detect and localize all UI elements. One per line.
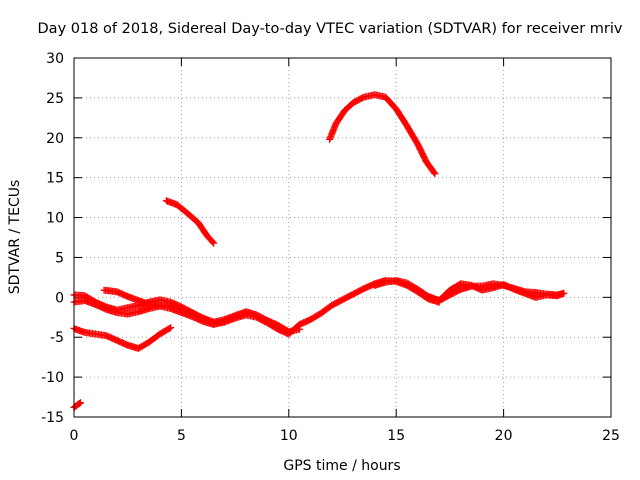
- y-tick-label: 30: [46, 51, 64, 67]
- y-tick-label: 25: [46, 91, 64, 107]
- y-tick-label: 10: [46, 211, 64, 227]
- x-tick-label: 25: [602, 428, 620, 444]
- y-axis-label: SDTVAR / TECUs: [7, 180, 23, 295]
- y-tick-label: 0: [55, 290, 64, 306]
- data-point: [430, 168, 438, 176]
- chart-title: Day 018 of 2018, Sidereal Day-to-day VTE…: [38, 21, 623, 37]
- x-axis-label: GPS time / hours: [283, 458, 400, 474]
- y-tick-label: -5: [50, 330, 64, 346]
- data-point: [209, 238, 217, 246]
- data-point: [210, 239, 218, 247]
- data-point: [560, 289, 568, 297]
- x-tick-label: 15: [387, 428, 405, 444]
- data-point: [296, 325, 304, 333]
- data-point: [75, 399, 83, 407]
- x-tick-label: 5: [177, 428, 186, 444]
- data-point: [167, 324, 175, 332]
- y-tick-label: 15: [46, 171, 64, 187]
- data-point: [165, 324, 173, 332]
- y-tick-label: 5: [55, 250, 64, 266]
- y-tick-label: -15: [41, 410, 64, 426]
- x-tick-label: 0: [70, 428, 79, 444]
- data-point: [431, 170, 439, 178]
- y-tick-label: 20: [46, 131, 64, 147]
- plot-border: [73, 57, 612, 418]
- x-tick-label: 10: [280, 428, 298, 444]
- data-points: [70, 91, 568, 411]
- axis-ticks: -15 -10 -5 0 5 10 15 20 25 30 0 5 10 15 20 25: [41, 51, 620, 444]
- x-tick-label: 20: [495, 428, 513, 444]
- y-tick-label: -10: [41, 370, 64, 386]
- data-point: [76, 399, 84, 407]
